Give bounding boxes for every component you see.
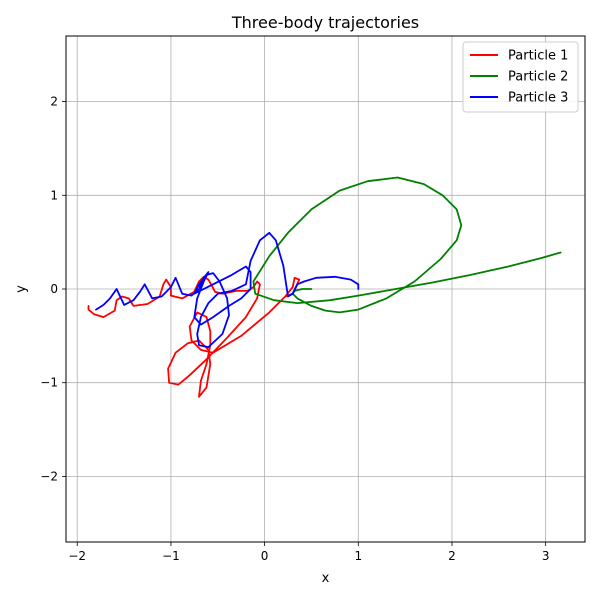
x-tick-label: 0 [261, 549, 269, 563]
legend-label-particle-2: Particle 2 [508, 70, 568, 85]
series-line-particle-3 [95, 231, 360, 348]
y-tick-label: −1 [40, 376, 58, 390]
ticks: −2 −1 0 1 2 3 −2 −1 0 1 2 [40, 95, 549, 563]
chart-title: Three-body trajectories [231, 13, 419, 32]
y-tick-label: 2 [50, 95, 58, 109]
legend-box [462, 41, 579, 113]
x-tick-label: −2 [68, 549, 86, 563]
x-tick-label: −1 [162, 549, 180, 563]
x-tick-label: 3 [542, 549, 550, 563]
x-tick-label: 2 [448, 549, 456, 563]
y-tick-label: 1 [50, 188, 58, 202]
x-tick-label: 1 [354, 549, 362, 563]
series-layer [87, 176, 562, 398]
y-axis-label: y [14, 285, 29, 293]
y-tick-label: −2 [40, 469, 58, 483]
legend-label-particle-3: Particle 3 [508, 91, 568, 106]
y-tick-label: 0 [50, 282, 58, 296]
x-axis-label: x [322, 571, 330, 586]
legend-label-particle-1: Particle 1 [508, 49, 568, 64]
legend: Particle 1 Particle 2 Particle 3 [462, 41, 579, 113]
series-line-particle-2 [252, 176, 562, 314]
